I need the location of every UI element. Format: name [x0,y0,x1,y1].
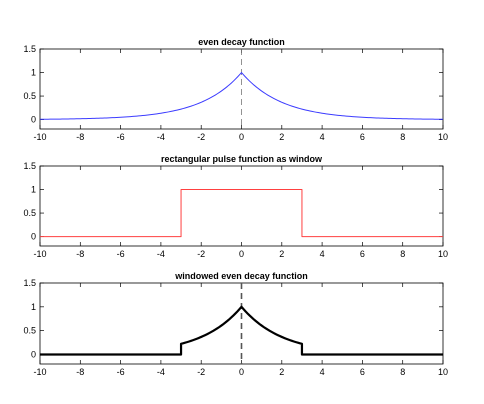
y-tick-label: 0 [31,232,36,242]
x-tick-label: -2 [197,249,205,259]
x-tick-label: 0 [239,249,244,259]
series-line [40,189,443,238]
x-tick-label: 6 [360,367,365,377]
x-tick-label: 4 [320,249,325,259]
x-tick-label: -10 [33,132,46,142]
y-tick-label: 0 [31,349,36,359]
x-tick-label: 10 [438,132,448,142]
x-tick-label: 10 [438,249,448,259]
chart-3: windowed even decay function -10 -8 -6 -4 -2 0… [23,271,448,377]
x-tick-label: 4 [320,132,325,142]
y-tick-label: 1.5 [23,278,36,288]
axes-box [39,165,444,247]
x-tick-label: 6 [360,249,365,259]
series-line [40,305,443,356]
charts-container: even decay function-10 -8 -6 -4 -2 0 2 4 6 8 1000.… [23,37,448,377]
chart-title: windowed even decay function [174,271,308,281]
y-tick-label: 1.5 [23,161,36,171]
chart-1: even decay function -10 -8 -6 -4 -2 0 2 4 6 8 10 0 0.… [23,37,448,142]
series-line [39,72,444,120]
chart-2: rectangular pulse function as window -10 -… [23,154,448,259]
x-tick-label: 0 [239,367,244,377]
y-tick-label: 1.5 [23,44,36,54]
x-tick-label: -8 [76,249,84,259]
x-tick-label: -8 [76,132,84,142]
x-tick-label: 0 [239,132,244,142]
x-tick-label: 8 [400,132,405,142]
x-tick-label: -6 [117,367,125,377]
x-tick-label: -10 [33,367,46,377]
x-tick-label: 10 [438,367,448,377]
x-tick-label: 2 [279,367,284,377]
chart-title: rectangular pulse function as window [161,154,323,164]
x-tick-label: 2 [279,249,284,259]
x-tick-label: 8 [400,367,405,377]
x-tick-label: 4 [320,367,325,377]
x-tick-label: -8 [76,367,84,377]
x-tick-label: -6 [117,249,125,259]
y-tick-label: 1 [31,185,36,195]
y-tick-label: 0.5 [23,208,36,218]
y-tick-label: 1 [31,302,36,312]
x-tick-label: -4 [157,249,165,259]
chart-title: even decay function [198,37,285,47]
y-tick-label: 0.5 [23,91,36,101]
x-tick-label: -2 [197,367,205,377]
x-tick-label: -4 [157,367,165,377]
x-tick-label: -10 [33,249,46,259]
y-tick-label: 0 [31,115,36,125]
x-tick-label: -4 [157,132,165,142]
y-tick-label: 0.5 [23,326,36,336]
x-tick-label: -2 [197,132,205,142]
x-tick-label: -6 [117,132,125,142]
x-tick-label: 2 [279,132,284,142]
y-tick-label: 1 [31,68,36,78]
x-tick-label: 6 [360,132,365,142]
x-tick-label: 8 [400,249,405,259]
